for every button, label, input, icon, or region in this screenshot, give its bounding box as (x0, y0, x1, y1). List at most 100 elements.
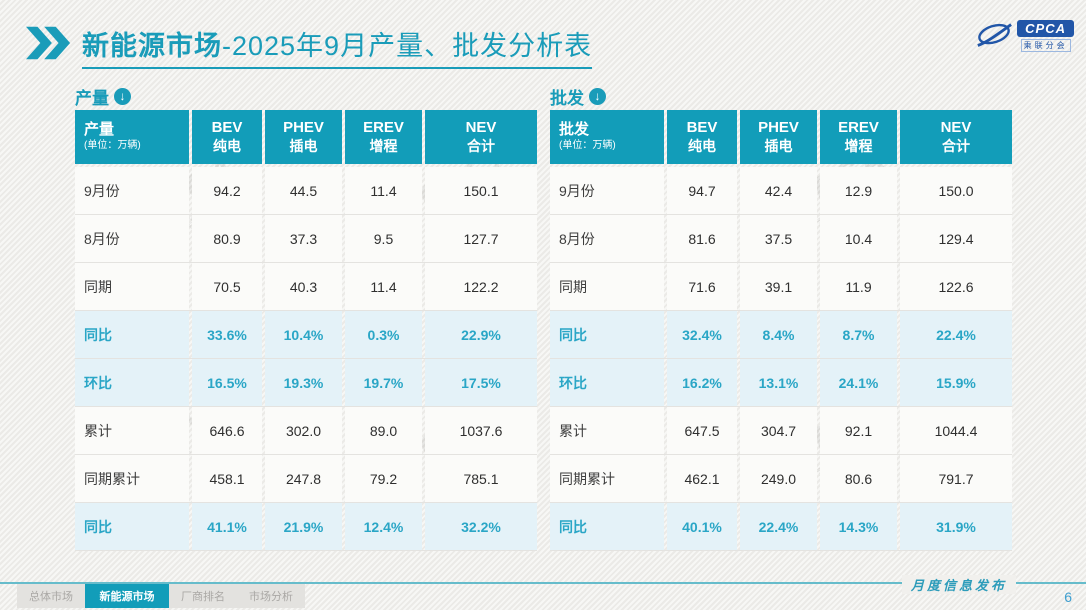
column-header-zh: 纯电 (688, 137, 716, 154)
page-title-rest: -2025年9月产量、批发分析表 (222, 31, 593, 61)
cell-value: 22.4% (900, 311, 1012, 358)
cell-value: 40.1% (667, 503, 737, 550)
column-header-en: PHEV (283, 118, 324, 136)
cell-value: 302.0 (265, 407, 342, 454)
cell-value: 39.1 (740, 263, 817, 310)
table-header-row: 批发 (单位：万辆) BEV 纯电 PHEV 插电 EREV 增程 NEV 合计 (550, 110, 1012, 164)
column-header-en: NEV (940, 118, 972, 136)
cell-value: 41.1% (192, 503, 262, 550)
tab-新能源市场[interactable]: 新能源市场 (85, 584, 169, 608)
column-header-zh: 合计 (467, 137, 495, 154)
unit-label: (单位：万辆) (84, 140, 141, 152)
tab-市场分析[interactable]: 市场分析 (249, 591, 293, 603)
cell-value: 1037.6 (425, 407, 537, 454)
section-label: 产量 (75, 88, 109, 108)
cell-value: 92.1 (820, 407, 897, 454)
cell-value: 31.9% (900, 503, 1012, 550)
cell-value: 22.4% (740, 503, 817, 550)
table-header-row: 产量 (单位：万辆) BEV 纯电 PHEV 插电 EREV 增程 NEV 合计 (75, 110, 537, 164)
column-header-phev: PHEV 插电 (265, 110, 342, 164)
cell-value: 11.4 (345, 263, 422, 310)
row-label: 同比 (75, 503, 189, 550)
cell-value: 14.3% (820, 503, 897, 550)
cell-value: 122.2 (425, 263, 537, 310)
row-label: 同期 (550, 263, 664, 310)
table-row: 同比 40.1% 22.4% 14.3% 31.9% (550, 503, 1012, 551)
table-row: 同比 41.1% 21.9% 12.4% 32.2% (75, 503, 537, 551)
cell-value: 10.4% (265, 311, 342, 358)
row-label: 累计 (550, 407, 664, 454)
cell-value: 19.7% (345, 359, 422, 406)
corner-header-cell: 产量 (单位：万辆) (75, 110, 189, 164)
row-label: 同比 (550, 311, 664, 358)
cpca-logo-text: CPCA 乘联分会 (1017, 20, 1074, 52)
column-header-erev: EREV 增程 (820, 110, 897, 164)
cell-value: 94.7 (667, 167, 737, 214)
column-header-nev: NEV 合计 (425, 110, 537, 164)
cell-value: 0.3% (345, 311, 422, 358)
cell-value: 8.4% (740, 311, 817, 358)
tab-总体市场[interactable]: 总体市场 (29, 591, 73, 603)
tables-area: 产量 ↓ 产量 (单位：万辆) BEV 纯电 PHEV 插电 EREV 增程 NEV 合计 9… (75, 84, 1012, 551)
corner-header-cell: 批发 (单位：万辆) (550, 110, 664, 164)
cell-value: 8.7% (820, 311, 897, 358)
down-arrow-icon: ↓ (114, 87, 131, 105)
cell-value: 80.9 (192, 215, 262, 262)
footer-divider-line (0, 582, 1086, 584)
section-label: 批发 (550, 88, 584, 108)
row-label: 9月份 (550, 167, 664, 214)
row-label: 累计 (75, 407, 189, 454)
bottom-tab-strip: 总体市场 新能源市场 厂商排名 市场分析 (17, 584, 305, 608)
tab-厂商排名[interactable]: 厂商排名 (181, 591, 225, 603)
section-head: 批发 ↓ (550, 84, 1012, 108)
table-row: 8月份 80.9 37.3 9.5 127.7 (75, 215, 537, 263)
data-table: 批发 ↓ 批发 (单位：万辆) BEV 纯电 PHEV 插电 EREV 增程 NEV 合计 9… (550, 84, 1012, 551)
table-row: 9月份 94.7 42.4 12.9 150.0 (550, 167, 1012, 215)
row-label: 环比 (75, 359, 189, 406)
row-label: 同期 (75, 263, 189, 310)
table-body: 9月份 94.7 42.4 12.9 150.0 8月份 81.6 37.5 10.4 129.4… (550, 167, 1012, 551)
cell-value: 32.2% (425, 503, 537, 550)
cell-value: 79.2 (345, 455, 422, 502)
corner-header-label: 产量 (84, 121, 115, 139)
cell-value: 150.0 (900, 167, 1012, 214)
column-header-en: PHEV (758, 118, 799, 136)
cell-value: 15.9% (900, 359, 1012, 406)
cell-value: 12.4% (345, 503, 422, 550)
footer-label: 月度信息发布 (901, 575, 1016, 594)
cell-value: 9.5 (345, 215, 422, 262)
cpca-logo-subtitle: 乘联分会 (1020, 39, 1071, 52)
cell-value: 127.7 (425, 215, 537, 262)
cell-value: 40.3 (265, 263, 342, 310)
cell-value: 80.6 (820, 455, 897, 502)
cell-value: 458.1 (192, 455, 262, 502)
table-body: 9月份 94.2 44.5 11.4 150.1 8月份 80.9 37.3 9.5 127.7 同… (75, 167, 537, 551)
cpca-logo-name: CPCA (1017, 20, 1074, 37)
cell-value: 791.7 (900, 455, 1012, 502)
cell-value: 13.1% (740, 359, 817, 406)
column-header-nev: NEV 合计 (900, 110, 1012, 164)
column-header-en: EREV (838, 118, 879, 136)
data-table: 产量 ↓ 产量 (单位：万辆) BEV 纯电 PHEV 插电 EREV 增程 NEV 合计 9… (75, 84, 537, 551)
cell-value: 33.6% (192, 311, 262, 358)
column-header-phev: PHEV 插电 (740, 110, 817, 164)
cell-value: 71.6 (667, 263, 737, 310)
cell-value: 81.6 (667, 215, 737, 262)
cell-value: 16.2% (667, 359, 737, 406)
cell-value: 10.4 (820, 215, 897, 262)
table-row: 9月份 94.2 44.5 11.4 150.1 (75, 167, 537, 215)
table-row: 同比 32.4% 8.4% 8.7% 22.4% (550, 311, 1012, 359)
cell-value: 22.9% (425, 311, 537, 358)
corner-header-label: 批发 (559, 121, 590, 139)
column-header-zh: 增程 (369, 137, 398, 154)
row-label: 同期累计 (75, 455, 189, 502)
table-row: 同比 33.6% 10.4% 0.3% 22.9% (75, 311, 537, 359)
cpca-swoosh-icon (977, 23, 1013, 47)
row-label: 8月份 (550, 215, 664, 262)
column-header-en: EREV (363, 118, 404, 136)
table-row: 环比 16.2% 13.1% 24.1% 15.9% (550, 359, 1012, 407)
column-header-zh: 插电 (764, 137, 793, 154)
row-label: 环比 (550, 359, 664, 406)
section-head: 产量 ↓ (75, 84, 537, 108)
cell-value: 19.3% (265, 359, 342, 406)
